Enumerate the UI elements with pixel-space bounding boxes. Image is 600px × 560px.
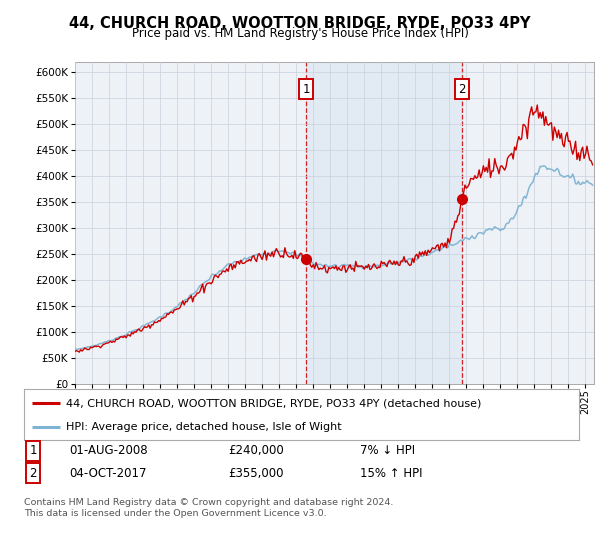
Text: 44, CHURCH ROAD, WOOTTON BRIDGE, RYDE, PO33 4PY: 44, CHURCH ROAD, WOOTTON BRIDGE, RYDE, P… (69, 16, 531, 31)
Text: 7% ↓ HPI: 7% ↓ HPI (360, 444, 415, 458)
Text: 01-AUG-2008: 01-AUG-2008 (69, 444, 148, 458)
Text: 1: 1 (302, 83, 310, 96)
Text: 1: 1 (29, 444, 37, 458)
Text: £355,000: £355,000 (228, 466, 284, 480)
Text: 44, CHURCH ROAD, WOOTTON BRIDGE, RYDE, PO33 4PY (detached house): 44, CHURCH ROAD, WOOTTON BRIDGE, RYDE, P… (65, 398, 481, 408)
Text: Contains HM Land Registry data © Crown copyright and database right 2024.
This d: Contains HM Land Registry data © Crown c… (24, 498, 394, 518)
Bar (306, 62, 462, 384)
Text: 2: 2 (29, 466, 37, 480)
Text: Price paid vs. HM Land Registry's House Price Index (HPI): Price paid vs. HM Land Registry's House … (131, 27, 469, 40)
Text: 04-OCT-2017: 04-OCT-2017 (69, 466, 146, 480)
Text: 15% ↑ HPI: 15% ↑ HPI (360, 466, 422, 480)
Text: £240,000: £240,000 (228, 444, 284, 458)
Text: HPI: Average price, detached house, Isle of Wight: HPI: Average price, detached house, Isle… (65, 422, 341, 432)
Text: 2: 2 (458, 83, 466, 96)
